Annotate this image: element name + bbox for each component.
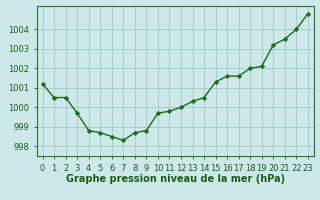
X-axis label: Graphe pression niveau de la mer (hPa): Graphe pression niveau de la mer (hPa) — [66, 174, 285, 184]
